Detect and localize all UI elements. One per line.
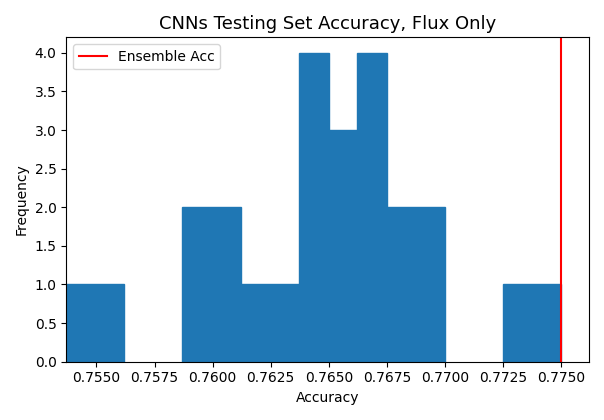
Bar: [66, 284, 124, 362]
Legend: Ensemble Acc: Ensemble Acc: [73, 44, 220, 69]
Bar: [387, 207, 445, 362]
Bar: [357, 53, 387, 362]
Bar: [182, 207, 240, 362]
Ensemble Acc: [557, 282, 565, 287]
Bar: [329, 130, 357, 362]
Y-axis label: Frequency: Frequency: [15, 164, 29, 235]
Ensemble Acc: [557, 359, 565, 364]
Bar: [240, 284, 298, 362]
X-axis label: Accuracy: Accuracy: [296, 391, 359, 405]
Bar: [503, 284, 561, 362]
Title: CNNs Testing Set Accuracy, Flux Only: CNNs Testing Set Accuracy, Flux Only: [159, 15, 496, 33]
Bar: [298, 53, 329, 362]
